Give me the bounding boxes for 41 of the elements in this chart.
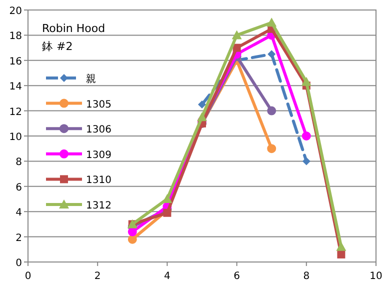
- x-tick-label: 4: [164, 271, 170, 282]
- point: [266, 18, 277, 27]
- y-tick-label: 20: [9, 6, 22, 17]
- point: [232, 44, 241, 52]
- point: [163, 208, 172, 217]
- point: [302, 132, 311, 140]
- point: [302, 157, 310, 166]
- x-tick-label: 2: [94, 271, 101, 282]
- point: [128, 227, 137, 236]
- y-tick-label: 4: [16, 208, 22, 219]
- y-tick-label: 6: [16, 182, 22, 194]
- y-tick-label: 10: [9, 132, 22, 143]
- x-tick-label: 6: [234, 271, 240, 282]
- y-tick-label: 12: [9, 106, 22, 118]
- legend-label: 1305: [86, 99, 112, 110]
- y-tick-label: 18: [9, 31, 22, 42]
- x-tick-label: 0: [24, 271, 32, 282]
- point: [337, 250, 346, 258]
- legend-label: 1309: [86, 150, 112, 161]
- text: 鉢 #2: [42, 40, 73, 53]
- y-tick-label: 0: [16, 258, 22, 269]
- point: [198, 100, 206, 108]
- legend-label: 1310: [86, 175, 112, 186]
- point: [301, 76, 312, 86]
- y-tick-label: 16: [9, 56, 22, 68]
- y-tick-label: 2: [16, 232, 22, 244]
- legend-label: 親: [86, 73, 96, 85]
- point: [267, 106, 276, 116]
- x-tick-label: 8: [303, 271, 310, 282]
- legend-label: 1312: [86, 200, 112, 212]
- legend-label: 1306: [86, 124, 112, 136]
- point: [197, 112, 207, 122]
- point: [128, 234, 137, 244]
- text: Robin Hood: [42, 22, 106, 35]
- point: [268, 50, 276, 58]
- point: [336, 242, 346, 251]
- y-tick-label: 14: [9, 82, 22, 93]
- y-tick-label: 8: [16, 157, 22, 168]
- point: [232, 30, 242, 40]
- point: [267, 144, 276, 154]
- x-tick-label: 10: [370, 271, 382, 282]
